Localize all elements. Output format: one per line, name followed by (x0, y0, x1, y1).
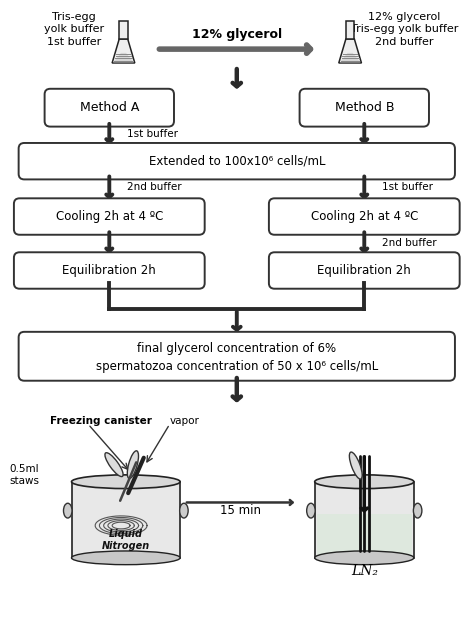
Text: Extended to 100x10⁶ cells/mL: Extended to 100x10⁶ cells/mL (148, 155, 325, 168)
Polygon shape (119, 21, 128, 39)
Text: spermatozoa concentration of 50 x 10⁶ cells/mL: spermatozoa concentration of 50 x 10⁶ ce… (96, 361, 378, 373)
Polygon shape (346, 21, 355, 39)
Polygon shape (315, 482, 414, 558)
Ellipse shape (315, 551, 414, 565)
Text: Method A: Method A (80, 101, 139, 114)
Text: LN₂: LN₂ (351, 563, 378, 578)
Text: Equilibration 2h: Equilibration 2h (63, 264, 156, 277)
Polygon shape (113, 53, 134, 62)
Text: yolk buffer: yolk buffer (44, 24, 104, 34)
Polygon shape (72, 482, 180, 558)
Ellipse shape (72, 475, 180, 489)
FancyBboxPatch shape (14, 252, 205, 289)
Polygon shape (340, 53, 361, 62)
Ellipse shape (180, 504, 188, 518)
FancyBboxPatch shape (14, 198, 205, 235)
Text: 0.5ml: 0.5ml (9, 464, 39, 474)
Text: 1st buffer: 1st buffer (382, 182, 433, 192)
Text: 1st buffer: 1st buffer (127, 129, 178, 139)
FancyBboxPatch shape (269, 198, 460, 235)
FancyBboxPatch shape (45, 89, 174, 127)
Text: 12% glycerol: 12% glycerol (368, 12, 441, 22)
Text: Cooling 2h at 4 ºC: Cooling 2h at 4 ºC (310, 210, 418, 223)
Text: Method B: Method B (335, 101, 394, 114)
Text: Tris-egg yolk buffer: Tris-egg yolk buffer (351, 24, 458, 34)
Text: 2nd buffer: 2nd buffer (127, 182, 182, 192)
Text: 12% glycerol: 12% glycerol (191, 28, 282, 41)
Ellipse shape (128, 451, 138, 479)
Text: 15 min: 15 min (220, 504, 261, 517)
Ellipse shape (64, 504, 72, 518)
Ellipse shape (72, 551, 180, 565)
Ellipse shape (105, 452, 123, 477)
Polygon shape (339, 39, 362, 63)
Ellipse shape (349, 452, 362, 479)
Polygon shape (317, 514, 412, 555)
Text: final glycerol concentration of 6%: final glycerol concentration of 6% (137, 343, 337, 356)
Text: vapor: vapor (170, 416, 200, 426)
FancyBboxPatch shape (300, 89, 429, 127)
Text: Tris-egg: Tris-egg (52, 12, 96, 22)
Text: Liquid
Nitrogen: Liquid Nitrogen (102, 530, 150, 551)
Text: 1st buffer: 1st buffer (47, 37, 101, 47)
Text: 2nd buffer: 2nd buffer (375, 37, 434, 47)
Text: Freezing canister: Freezing canister (50, 416, 152, 426)
Text: Equilibration 2h: Equilibration 2h (318, 264, 411, 277)
FancyBboxPatch shape (18, 332, 455, 381)
FancyBboxPatch shape (269, 252, 460, 289)
FancyBboxPatch shape (18, 143, 455, 180)
Text: Cooling 2h at 4 ºC: Cooling 2h at 4 ºC (55, 210, 163, 223)
Text: staws: staws (9, 476, 39, 486)
Polygon shape (112, 39, 135, 63)
Ellipse shape (413, 504, 422, 518)
Ellipse shape (307, 504, 315, 518)
Text: 2nd buffer: 2nd buffer (382, 238, 437, 248)
Ellipse shape (315, 475, 414, 489)
